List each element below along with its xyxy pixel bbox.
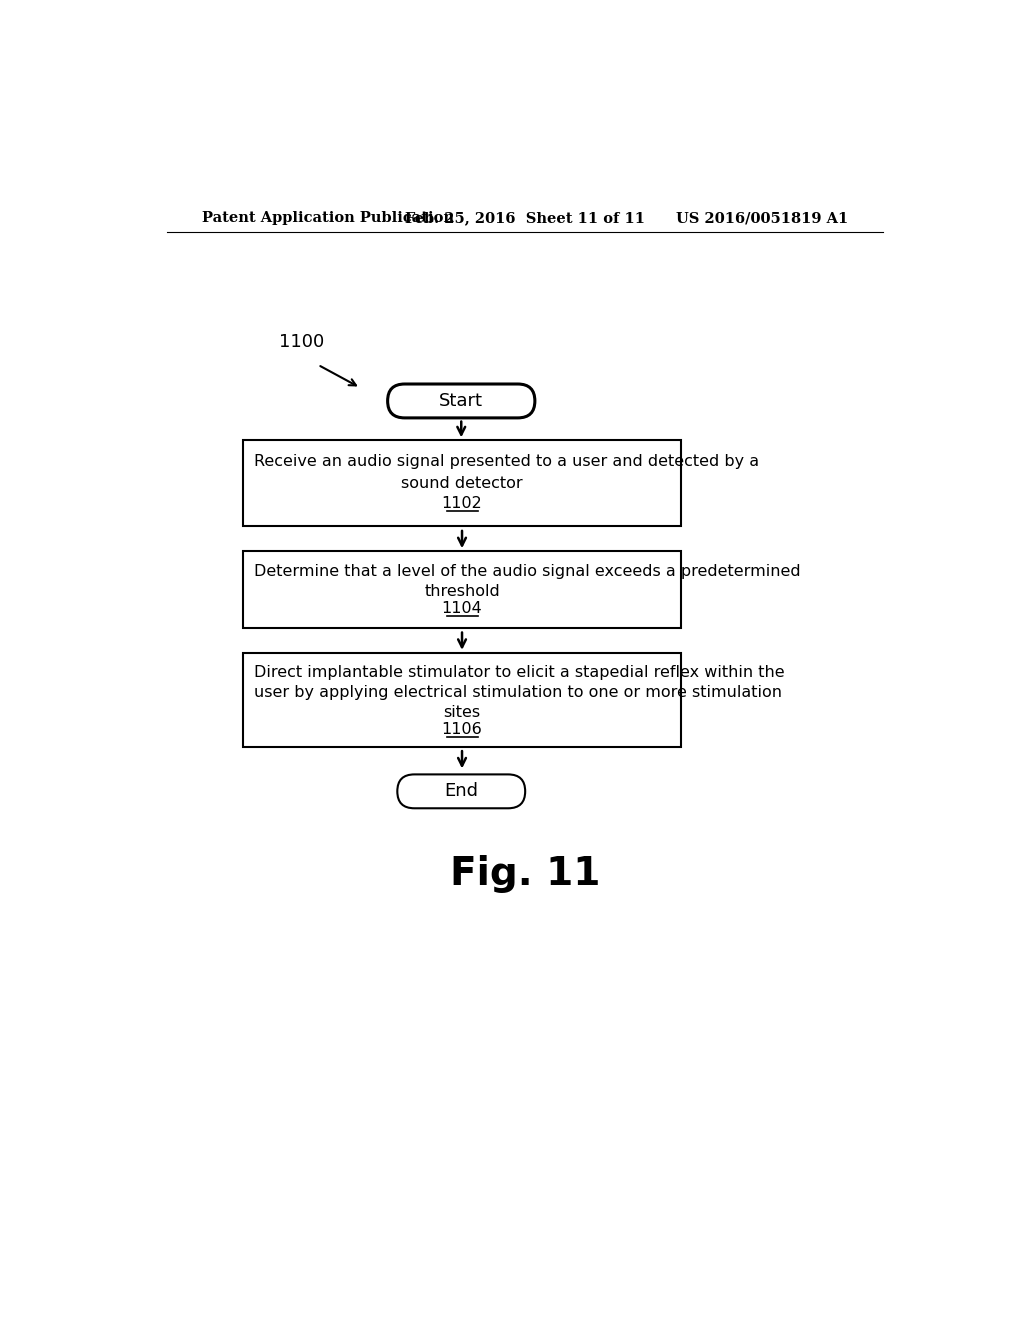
Text: Patent Application Publication: Patent Application Publication	[202, 211, 454, 226]
Text: Receive an audio signal presented to a user and detected by a: Receive an audio signal presented to a u…	[254, 454, 759, 470]
Text: Fig. 11: Fig. 11	[450, 855, 600, 892]
Text: 1106: 1106	[441, 722, 482, 738]
Text: US 2016/0051819 A1: US 2016/0051819 A1	[677, 211, 849, 226]
FancyBboxPatch shape	[243, 552, 681, 628]
Text: sites: sites	[443, 705, 480, 721]
Text: Direct implantable stimulator to elicit a stapedial reflex within the: Direct implantable stimulator to elicit …	[254, 665, 784, 680]
Text: End: End	[444, 783, 478, 800]
Text: 1102: 1102	[441, 496, 482, 511]
Text: sound detector: sound detector	[401, 475, 523, 491]
Text: Feb. 25, 2016  Sheet 11 of 11: Feb. 25, 2016 Sheet 11 of 11	[404, 211, 645, 226]
Text: Determine that a level of the audio signal exceeds a predetermined: Determine that a level of the audio sign…	[254, 564, 800, 578]
Text: 1104: 1104	[441, 601, 482, 615]
FancyBboxPatch shape	[388, 384, 535, 418]
Text: 1100: 1100	[280, 333, 325, 351]
FancyBboxPatch shape	[243, 441, 681, 527]
Text: user by applying electrical stimulation to one or more stimulation: user by applying electrical stimulation …	[254, 685, 781, 701]
FancyBboxPatch shape	[397, 775, 525, 808]
Text: Start: Start	[439, 392, 483, 411]
FancyBboxPatch shape	[243, 653, 681, 747]
Text: threshold: threshold	[424, 583, 500, 599]
